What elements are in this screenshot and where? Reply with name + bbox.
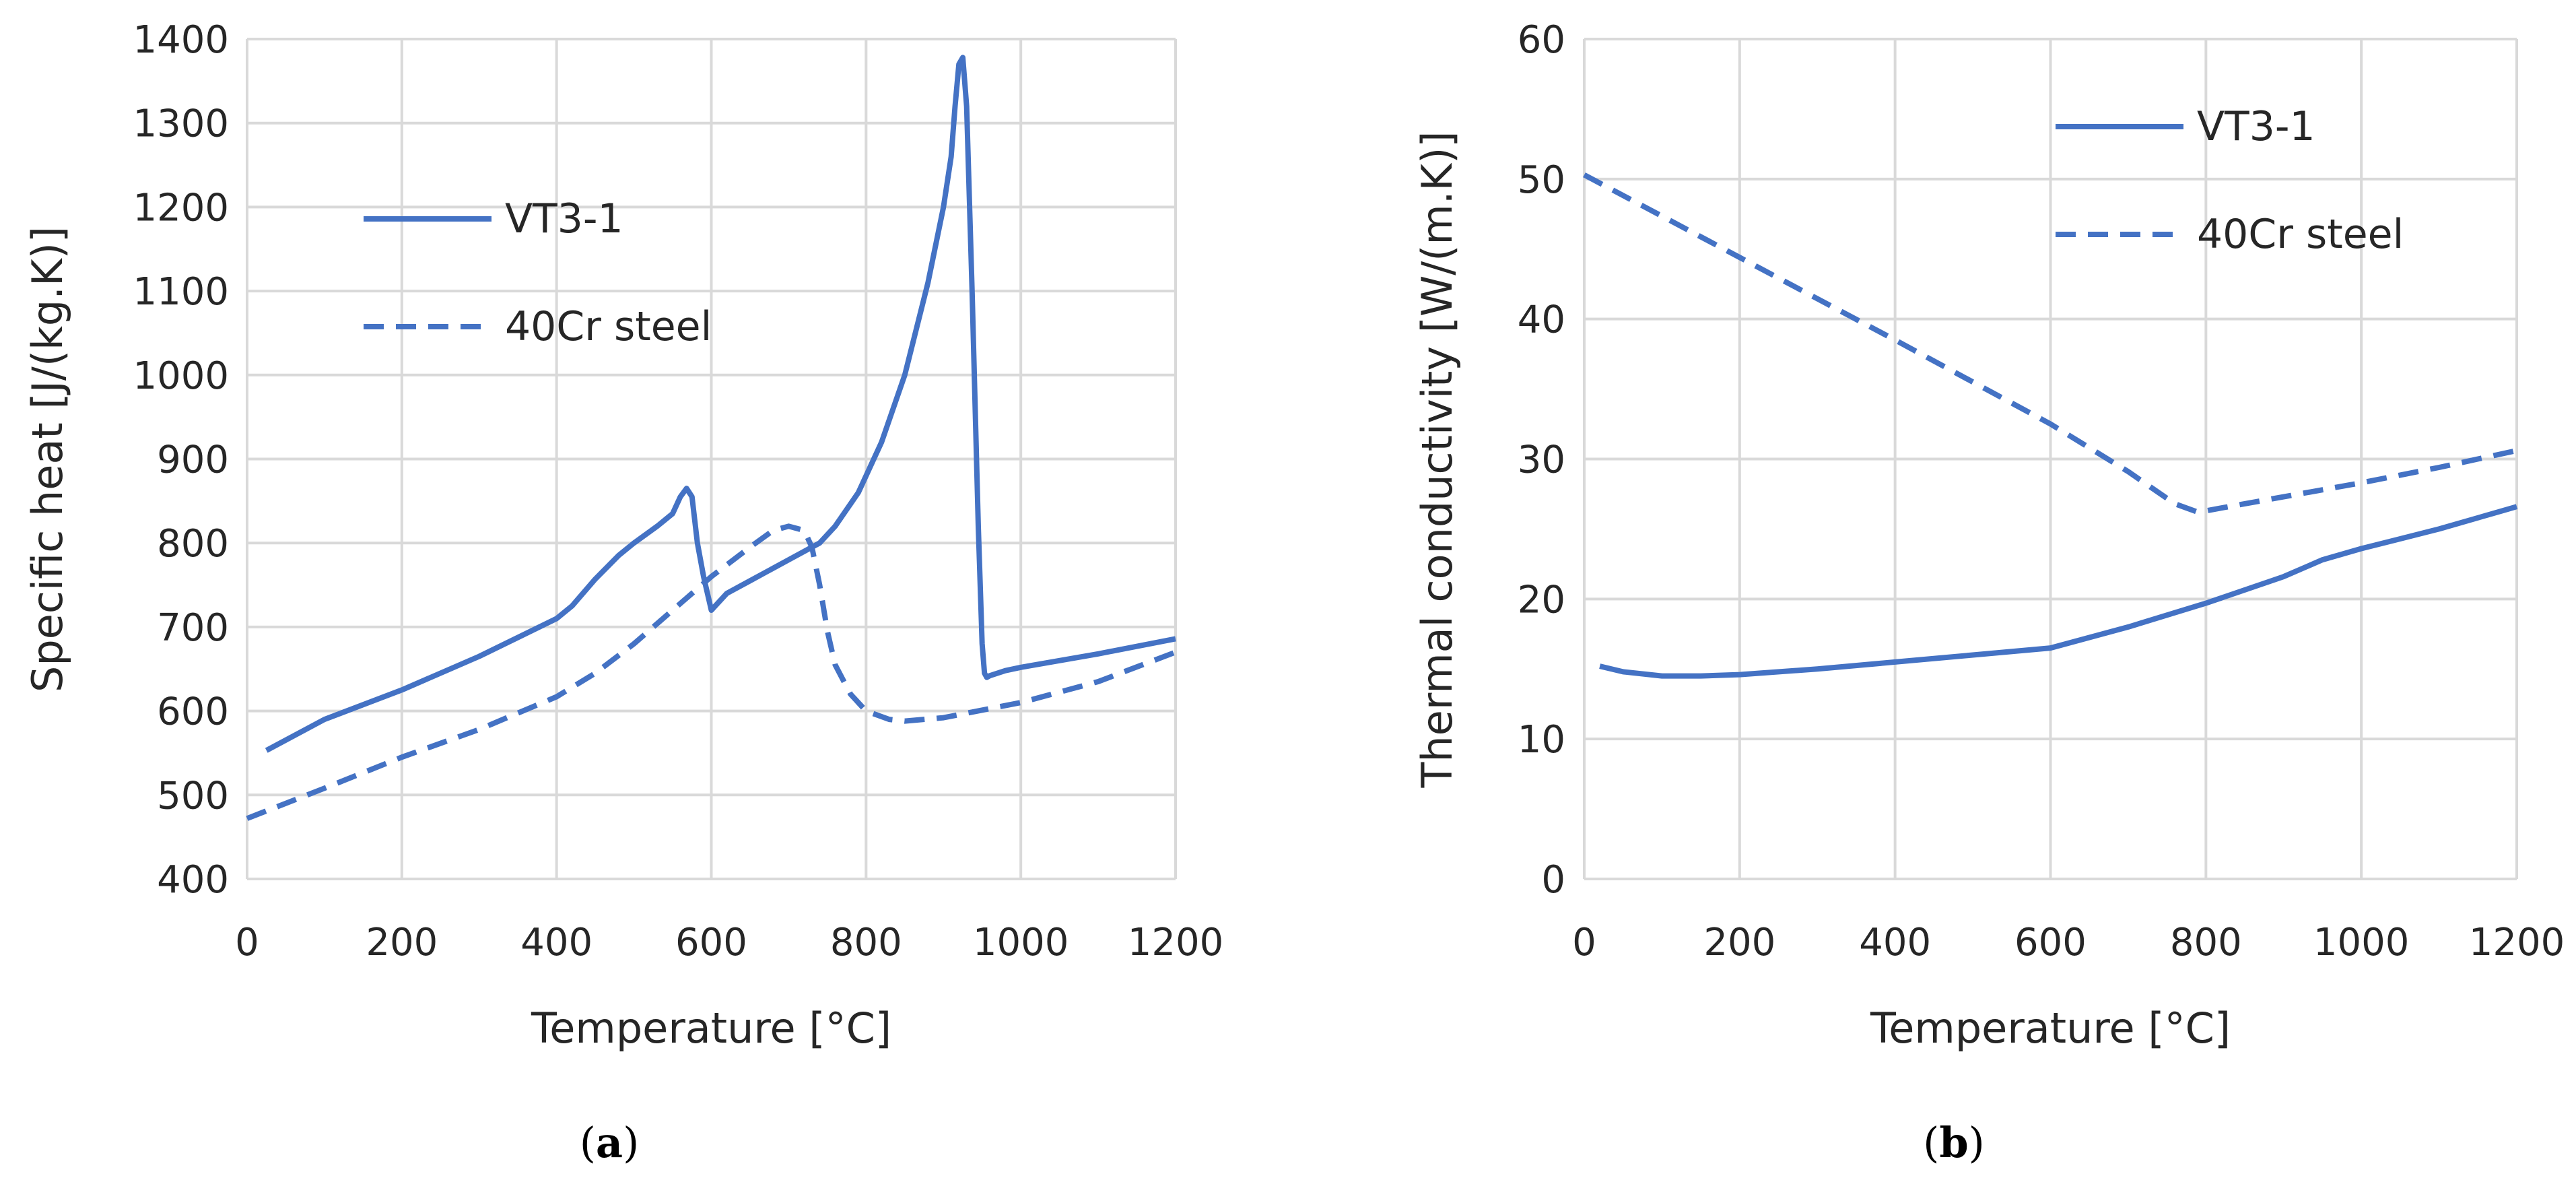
x-tick-label: 1200: [1128, 921, 1224, 964]
y-tick-label: 500: [157, 774, 229, 818]
tick-labels: 0 200 400 600 800 1000 1200 400 500 600 700 800 900 1…: [133, 18, 1223, 964]
x-tick-label: 0: [235, 921, 259, 964]
legend-label: 40Cr steel: [2197, 211, 2404, 258]
y-tick-label: 1100: [133, 270, 229, 314]
y-tick-label: 0: [1541, 858, 1565, 902]
chart-panel-b: 0 200 400 600 800 1000 1200 0 10 20 30 40 50 60 Temper…: [1413, 18, 2565, 1053]
x-tick-label: 800: [830, 921, 902, 964]
series-line-40cr-steel: [246, 523, 1177, 821]
tick-labels: 0 200 400 600 800 1000 1200 0 10 20 30 40 50 60: [1518, 18, 2565, 964]
x-axis-label: Temperature [°C]: [1870, 1004, 2231, 1053]
y-tick-label: 400: [157, 858, 229, 902]
x-tick-label: 1200: [2469, 921, 2565, 964]
y-tick-label: 60: [1518, 18, 1565, 62]
x-tick-label: 400: [520, 921, 592, 964]
legend: VT3-1 40Cr steel: [364, 195, 712, 350]
x-tick-label: 1000: [2313, 921, 2410, 964]
y-tick-label: 1300: [133, 102, 229, 146]
series-line-vt3-1: [1599, 504, 2518, 679]
series-line-vt3-1: [265, 55, 1176, 753]
y-tick-label: 900: [157, 438, 229, 482]
x-tick-label: 800: [2170, 921, 2242, 964]
y-tick-label: 600: [157, 690, 229, 734]
legend-label: 40Cr steel: [505, 303, 712, 350]
x-tick-label: 1000: [973, 921, 1069, 964]
x-tick-label: 400: [1859, 921, 1931, 964]
chart-panel-a: 0 200 400 600 800 1000 1200 400 500 600 700 800 900 1…: [23, 18, 1223, 1053]
y-tick-label: 700: [157, 606, 229, 650]
caption-a: (a): [580, 1118, 640, 1167]
caption-b: (b): [1923, 1118, 1985, 1167]
y-tick-label: 50: [1518, 158, 1565, 202]
y-axis-label: Thermal conductivity [W/(m.K)]: [1413, 131, 1462, 789]
x-tick-label: 200: [366, 921, 438, 964]
y-tick-label: 1200: [133, 186, 229, 230]
y-axis-label: Specific heat [J/(kg.K)]: [23, 226, 72, 692]
series-line-40cr-steel: [1583, 172, 2517, 515]
x-tick-label: 600: [2014, 921, 2087, 964]
y-tick-label: 30: [1518, 438, 1565, 482]
legend-label: VT3-1: [505, 195, 623, 242]
x-tick-label: 200: [1703, 921, 1775, 964]
y-tick-label: 800: [157, 522, 229, 566]
y-tick-label: 1000: [133, 354, 229, 398]
grid: [246, 38, 1177, 880]
legend-label: VT3-1: [2197, 103, 2315, 150]
x-axis-label: Temperature [°C]: [531, 1004, 891, 1053]
legend: VT3-1 40Cr steel: [2056, 103, 2404, 258]
grid: [1583, 38, 2518, 880]
x-tick-label: 0: [1572, 921, 1596, 964]
y-tick-label: 10: [1518, 718, 1565, 762]
y-tick-label: 20: [1518, 578, 1565, 622]
y-tick-label: 40: [1518, 298, 1565, 342]
y-tick-label: 1400: [133, 18, 229, 62]
x-tick-label: 600: [675, 921, 747, 964]
